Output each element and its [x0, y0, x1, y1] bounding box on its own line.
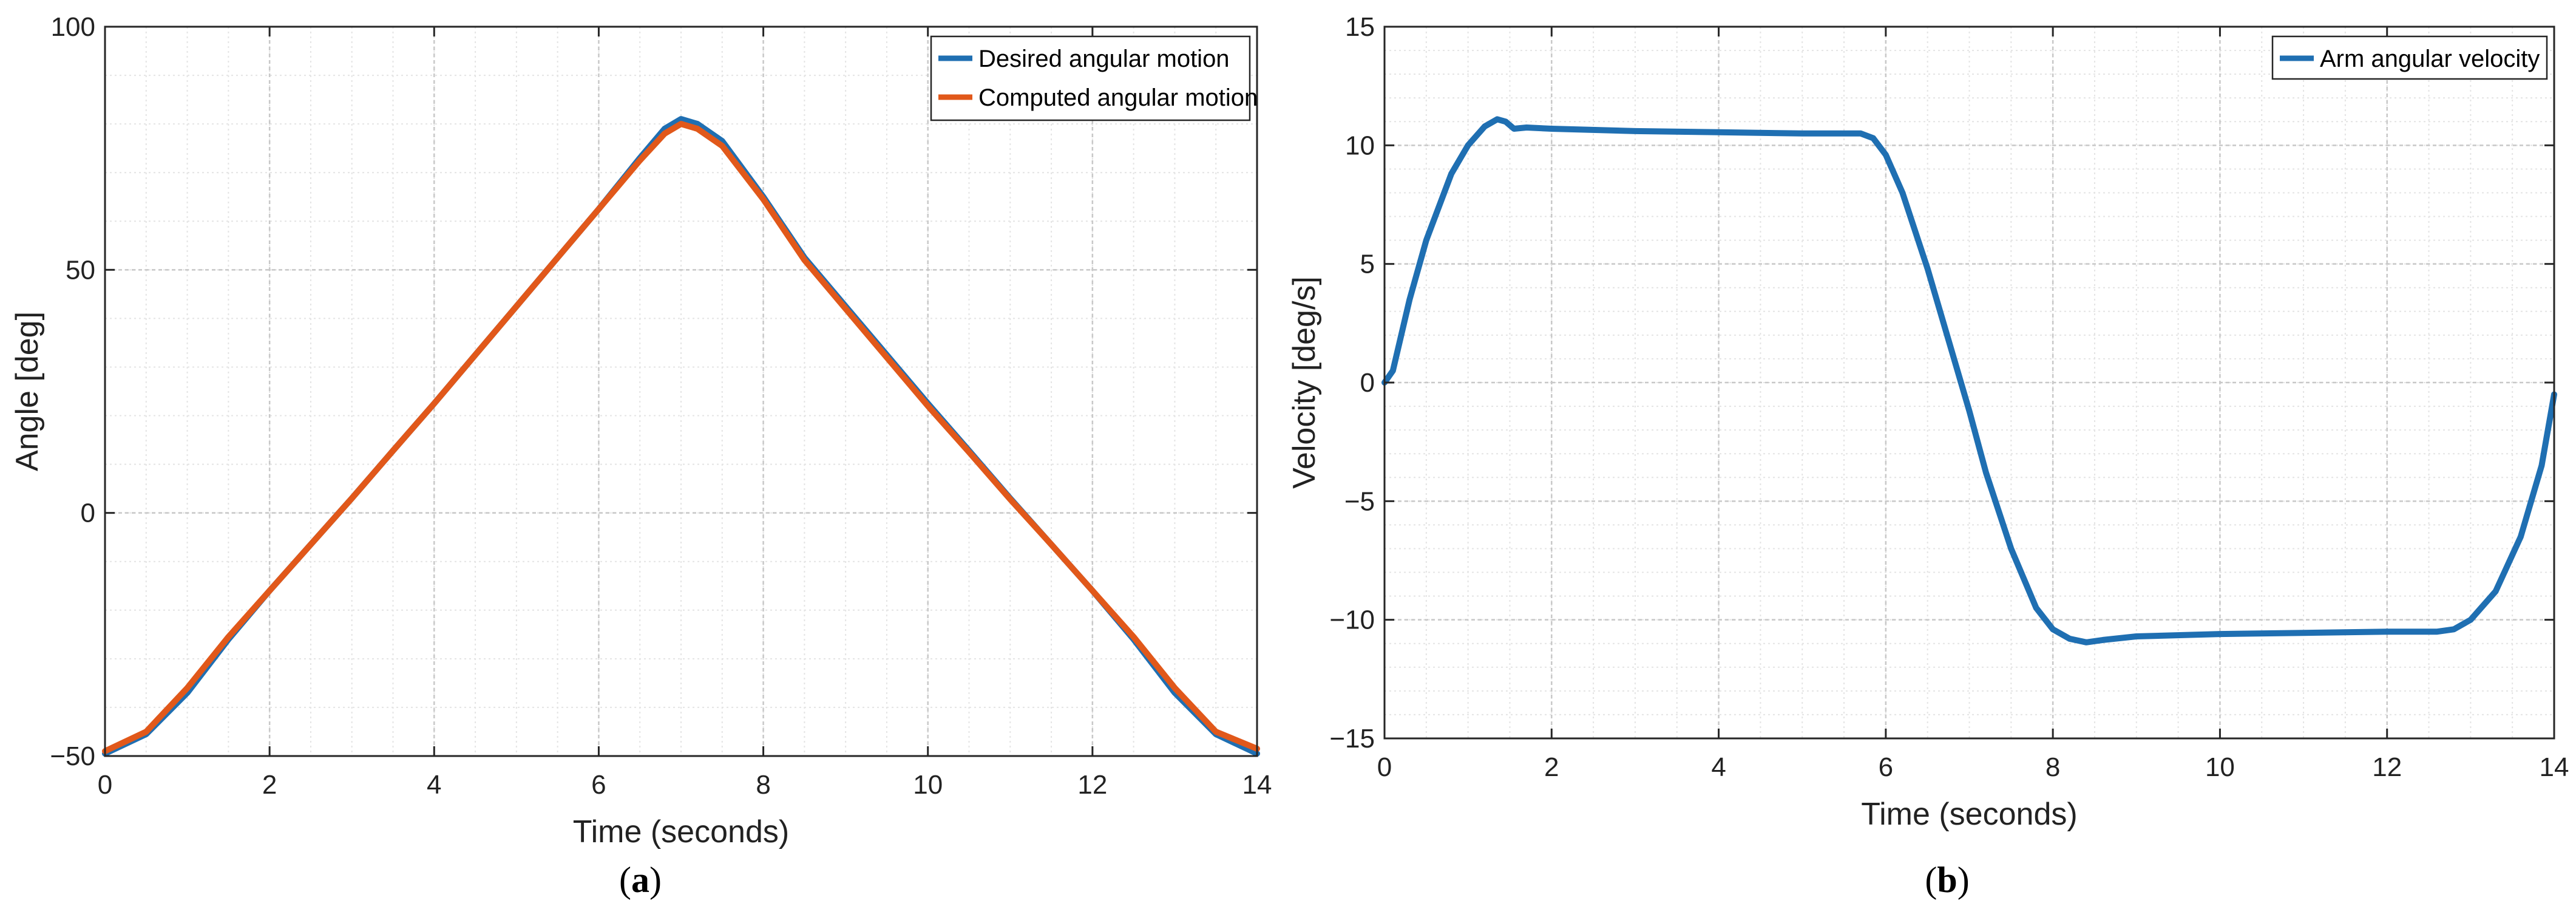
chart-panel-b: 0 2 4 6 8 10 12 14 −15 −10 −5 0 5 10 15 Time (seconds) V… [1287, 12, 2569, 832]
y-tick-label: −50 [50, 741, 95, 771]
x-tick-label: 6 [591, 770, 606, 800]
x-tick-label: 8 [756, 770, 770, 800]
y-tick-label: −15 [1329, 724, 1375, 754]
legend-label-1: Arm angular velocity [2320, 46, 2540, 72]
y-tick-label: −5 [1344, 486, 1375, 516]
legend: Arm angular velocity [2271, 35, 2548, 80]
legend-label-1: Desired angular motion [978, 46, 1230, 72]
legend-box [2271, 35, 2548, 80]
x-tick-label: 2 [1544, 752, 1559, 782]
y-tick-label: −10 [1329, 605, 1375, 635]
x-axis-label: Time (seconds) [1861, 797, 2077, 832]
y-axis-label: Velocity [deg/s] [1287, 276, 1322, 489]
x-tick-label: 10 [2205, 752, 2235, 782]
y-tick-label: 0 [81, 499, 95, 528]
x-tick-label: 12 [1077, 770, 1107, 800]
panel-b-caption: (b) [1925, 860, 1970, 900]
y-tick-label: 5 [1360, 250, 1375, 279]
x-tick-label: 0 [98, 770, 112, 800]
legend-label-2: Computed angular motion [978, 84, 1258, 111]
y-tick-label: 100 [51, 12, 95, 42]
y-tick-label: 10 [1345, 131, 1375, 160]
y-tick-label: 0 [1360, 368, 1375, 398]
axes-frame [104, 26, 1258, 757]
x-tick-label: 8 [2046, 752, 2060, 782]
x-tick-label: 4 [427, 770, 441, 800]
x-tick-label: 14 [2540, 752, 2569, 782]
x-tick-label: 0 [1377, 752, 1392, 782]
series-line-1 [1381, 116, 2557, 645]
legend-box [930, 35, 1251, 121]
x-tick-label: 14 [1242, 770, 1272, 800]
x-tick-label: 4 [1711, 752, 1726, 782]
x-tick-label: 2 [262, 770, 277, 800]
y-tick-label: 50 [66, 255, 95, 285]
legend: Desired angular motion Computed angular m… [930, 35, 1258, 121]
y-tick-label: 15 [1345, 12, 1375, 42]
x-axis-label: Time (seconds) [573, 814, 789, 850]
x-tick-label: 6 [1879, 752, 1893, 782]
y-axis-label: Angle [deg] [10, 312, 45, 471]
x-tick-label: 12 [2372, 752, 2402, 782]
series-line-2 [102, 121, 1260, 754]
panel-a-caption: (a) [619, 860, 662, 900]
x-tick-label: 10 [913, 770, 943, 800]
